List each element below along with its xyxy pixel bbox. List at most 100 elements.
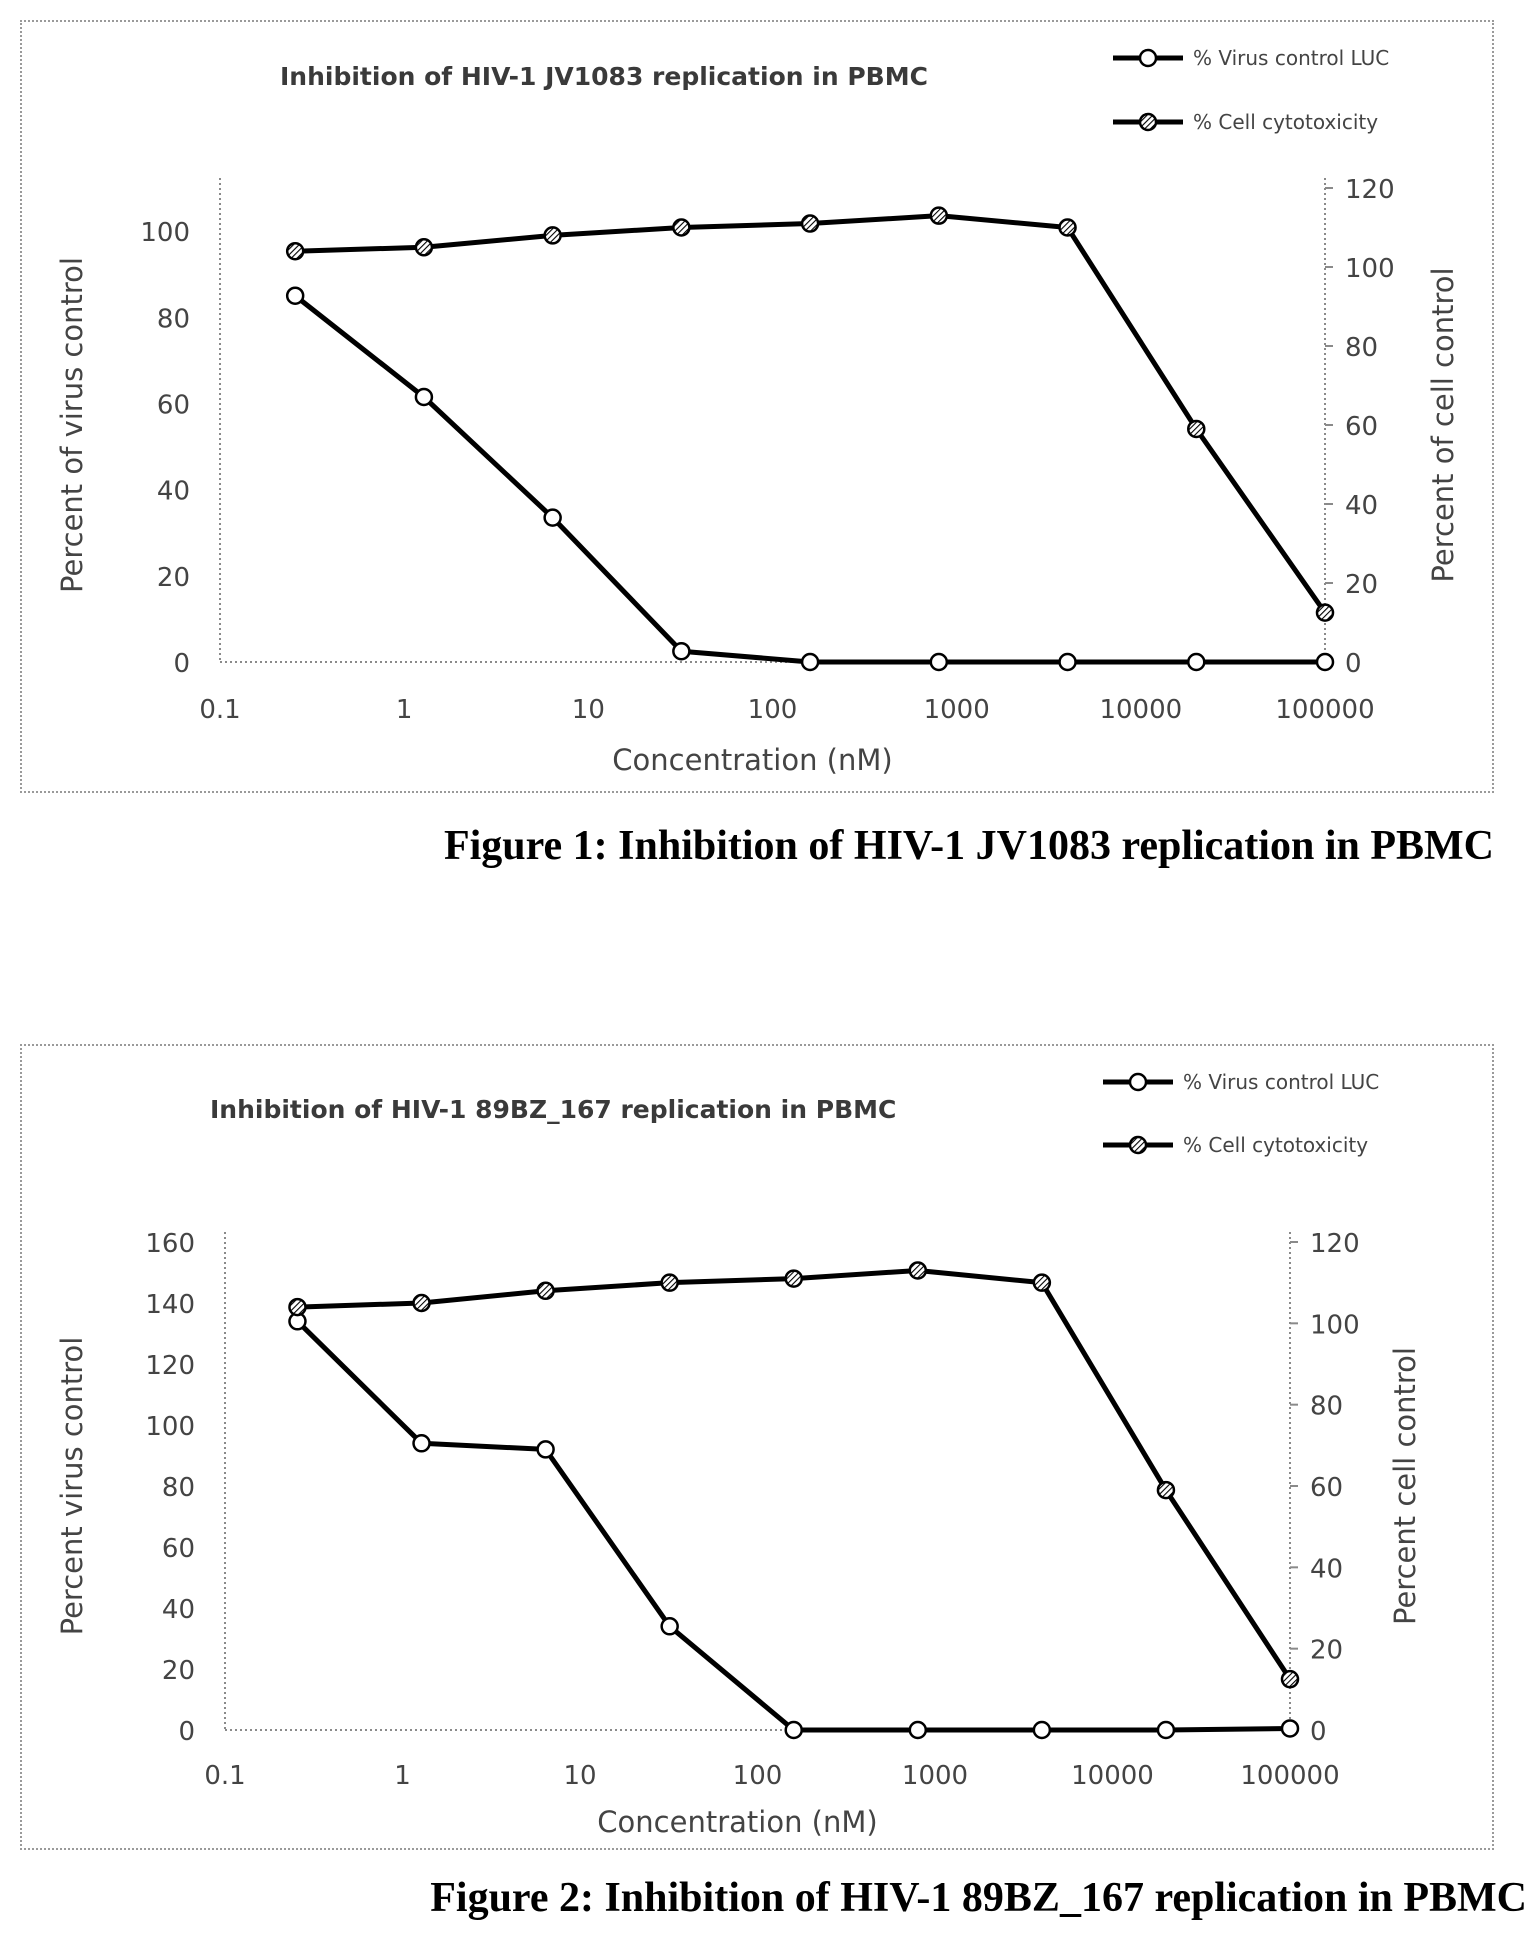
chart2-y2-tick: 80 bbox=[1310, 1392, 1343, 1422]
chart1-series-2-point bbox=[1317, 605, 1333, 621]
chart1-series-1-point bbox=[1060, 654, 1076, 670]
chart2-y-label: Percent virus control bbox=[55, 1337, 89, 1636]
figure-2-caption: Figure 2: Inhibition of HIV-1 89BZ_167 r… bbox=[430, 1874, 1527, 1922]
chart2-series-1-point bbox=[1034, 1722, 1050, 1738]
chart1-x-tick: 10 bbox=[572, 695, 605, 725]
chart2-y-tick: 100 bbox=[145, 1412, 195, 1442]
chart2-x-tick: 10000 bbox=[1071, 1761, 1154, 1791]
chart1-y2-tick: 20 bbox=[1345, 570, 1378, 600]
chart2-y-tick: 160 bbox=[145, 1229, 195, 1259]
chart1-x-label: Concentration (nM) bbox=[612, 743, 892, 777]
chart2-y2-tick: 20 bbox=[1310, 1636, 1343, 1666]
chart2-legend-1-marker bbox=[1130, 1074, 1146, 1090]
chart2-y2-label: Percent cell control bbox=[1388, 1347, 1422, 1625]
chart2-x-tick: 1000 bbox=[902, 1761, 968, 1791]
chart2-series-2-point bbox=[414, 1295, 430, 1311]
chart2-title: Inhibition of HIV-1 89BZ_167 replication… bbox=[210, 1095, 896, 1124]
chart1-y-tick: 40 bbox=[157, 477, 190, 507]
chart1-series-2-point bbox=[802, 216, 818, 232]
chart1-series-2-point bbox=[931, 208, 947, 224]
chart2-legend-1-label: % Virus control LUC bbox=[1183, 1070, 1379, 1094]
chart2-legend-2-label: % Cell cytotoxicity bbox=[1183, 1133, 1368, 1157]
chart1-series-1-point bbox=[1317, 654, 1333, 670]
chart1-x-tick: 0.1 bbox=[199, 695, 240, 725]
chart1-series-1-point bbox=[802, 654, 818, 670]
chart2-y-tick: 40 bbox=[162, 1595, 195, 1625]
chart2-series-2-point bbox=[786, 1271, 802, 1287]
chart2-series-2-line bbox=[297, 1270, 1290, 1679]
chart1-legend-2-label: % Cell cytotoxicity bbox=[1193, 110, 1378, 134]
chart2-series-1-point bbox=[662, 1618, 678, 1634]
chart1-y-label: Percent of virus control bbox=[55, 257, 89, 593]
chart1-x-tick: 100 bbox=[748, 695, 798, 725]
chart2-series-1-point bbox=[910, 1722, 926, 1738]
chart2-y-tick: 80 bbox=[162, 1473, 195, 1503]
chart1-x-tick: 1 bbox=[396, 695, 413, 725]
chart1-series-1-line bbox=[295, 296, 1325, 662]
chart2-y-tick: 120 bbox=[145, 1351, 195, 1381]
chart1-y2-tick: 60 bbox=[1345, 412, 1378, 442]
chart1-series-2-point bbox=[416, 239, 432, 255]
chart2-y2-tick: 40 bbox=[1310, 1554, 1343, 1584]
chart2-y2-tick: 120 bbox=[1310, 1229, 1360, 1259]
chart1-y-tick: 80 bbox=[157, 304, 190, 334]
chart1-title: Inhibition of HIV-1 JV1083 replication i… bbox=[280, 62, 928, 91]
chart1-series-2-point bbox=[1060, 220, 1076, 236]
chart1-series-2-point bbox=[287, 243, 303, 259]
chart1-series-2-point bbox=[1188, 421, 1204, 437]
chart2-y-tick: 140 bbox=[145, 1290, 195, 1320]
chart2-series-1-point bbox=[538, 1441, 554, 1457]
chart1-x-tick: 1000 bbox=[924, 695, 990, 725]
chart1-y-tick: 20 bbox=[157, 563, 190, 593]
chart1-group: Inhibition of HIV-1 JV1083 replication i… bbox=[55, 46, 1460, 777]
figure-1-caption: Figure 1: Inhibition of HIV-1 JV1083 rep… bbox=[444, 822, 1494, 870]
chart1-y2-tick: 80 bbox=[1345, 333, 1378, 363]
chart1-y2-label: Percent of cell control bbox=[1426, 267, 1460, 582]
chart2-x-tick: 100 bbox=[733, 1761, 783, 1791]
chart1-y2-tick: 40 bbox=[1345, 491, 1378, 521]
chart2-series-2-point bbox=[538, 1283, 554, 1299]
chart2-series-1-line bbox=[297, 1321, 1290, 1730]
chart2-y2-tick: 60 bbox=[1310, 1473, 1343, 1503]
chart2-y2-tick: 0 bbox=[1310, 1717, 1327, 1747]
chart2-y-tick: 60 bbox=[162, 1534, 195, 1564]
chart1-series-1-point bbox=[287, 288, 303, 304]
chart2-legend-2-marker bbox=[1130, 1137, 1146, 1153]
chart2-group: Inhibition of HIV-1 89BZ_167 replication… bbox=[55, 1070, 1422, 1839]
chart1-series-2-point bbox=[545, 227, 561, 243]
chart1-y2-tick: 120 bbox=[1345, 175, 1395, 205]
chart2-y2-tick: 100 bbox=[1310, 1310, 1360, 1340]
chart2-series-1-point bbox=[1282, 1720, 1298, 1736]
chart2-series-2-point bbox=[1282, 1671, 1298, 1687]
chart1-series-1-point bbox=[931, 654, 947, 670]
chart1-series-1-point bbox=[673, 643, 689, 659]
chart1-y-tick: 0 bbox=[173, 649, 190, 679]
chart2-x-tick: 100000 bbox=[1240, 1761, 1339, 1791]
chart2-series-1-point bbox=[1158, 1722, 1174, 1738]
chart1-x-tick: 100000 bbox=[1275, 695, 1374, 725]
chart1-y2-tick: 0 bbox=[1345, 649, 1362, 679]
chart2-x-tick: 0.1 bbox=[204, 1761, 245, 1791]
chart2-series-2-point bbox=[289, 1299, 305, 1315]
chart2-series-2-point bbox=[662, 1275, 678, 1291]
chart2-x-label: Concentration (nM) bbox=[597, 1805, 877, 1839]
chart1-legend-1-label: % Virus control LUC bbox=[1193, 46, 1389, 70]
chart1-x-tick: 10000 bbox=[1099, 695, 1182, 725]
chart2-series-1-point bbox=[786, 1722, 802, 1738]
chart2-y-tick: 20 bbox=[162, 1656, 195, 1686]
chart1-series-1-point bbox=[1188, 654, 1204, 670]
chart1-series-2-line bbox=[295, 216, 1325, 613]
chart1-series-1-point bbox=[545, 510, 561, 526]
chart1-legend-2-marker bbox=[1140, 114, 1156, 130]
chart1-legend-1-marker bbox=[1140, 50, 1156, 66]
chart2-x-tick: 10 bbox=[563, 1761, 596, 1791]
chart1-series-1-point bbox=[416, 389, 432, 405]
chart2-series-2-point bbox=[1034, 1275, 1050, 1291]
chart2-x-tick: 1 bbox=[394, 1761, 411, 1791]
chart2-series-2-point bbox=[1158, 1482, 1174, 1498]
chart1-y-tick: 60 bbox=[157, 390, 190, 420]
chart1-y-tick: 100 bbox=[140, 218, 190, 248]
chart1-y2-tick: 100 bbox=[1345, 254, 1395, 284]
chart1-series-2-point bbox=[673, 220, 689, 236]
